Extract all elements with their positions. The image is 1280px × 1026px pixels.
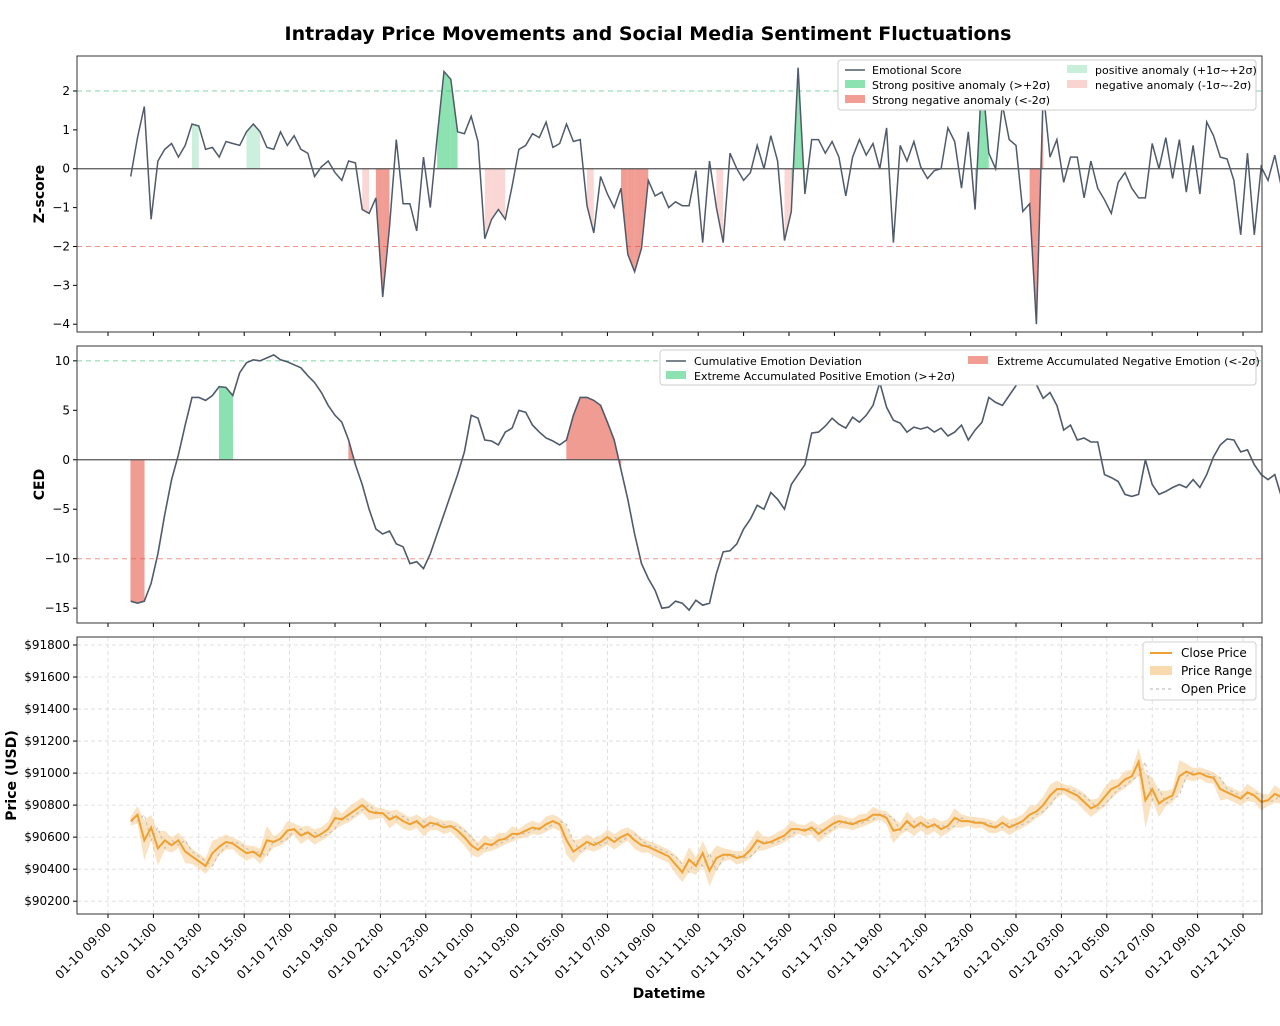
cumulative-deviation-panel: −15 −10 −5 0 5 10 CED Cumulative Emotion Deviat…: [32, 345, 1280, 627]
close-price-line: [130, 758, 1280, 875]
y-tick-label: $91800: [24, 638, 70, 652]
y-tick-label: 0: [62, 453, 70, 467]
legend-box: [837, 59, 1257, 111]
y-tick-label: −2: [52, 239, 70, 253]
positive-anomaly-fill: [191, 124, 199, 169]
y-tick-label: −5: [52, 502, 70, 516]
plot-area: [77, 346, 1262, 623]
y-tick-label: 10: [55, 354, 70, 368]
legend-swatch: [1067, 65, 1087, 73]
y-tick-label: $91600: [24, 670, 70, 684]
y-axis-label: Z-score: [32, 165, 48, 223]
negative-anomaly-fill: [716, 168, 724, 243]
plot-frame: [76, 345, 1263, 624]
strong-negative-anomaly-fill: [634, 168, 642, 272]
positive-anomaly-fill: [253, 124, 261, 169]
price-panel: $90200 $90400 $90600 $90800 $91000 $91200 $914…: [4, 636, 1280, 982]
negative-anomaly-fill: [491, 168, 499, 220]
legend-swatch: [968, 356, 988, 364]
emotional-score-panel: −4 −3 −2 −1 0 1 2 Z-score Emotional Score Strong …: [32, 55, 1280, 336]
y-tick-label: −15: [45, 601, 70, 615]
legend-label: Extreme Accumulated Negative Emotion (<-…: [997, 355, 1260, 368]
plot-frame: [76, 55, 1263, 333]
ced-legend: Cumulative Emotion Deviation Extreme Accu…: [659, 349, 1260, 386]
legend-label: Cumulative Emotion Deviation: [694, 355, 862, 368]
legend-swatch: [1150, 666, 1172, 675]
positive-anomaly-fill: [246, 124, 254, 169]
emotional-legend: Emotional Score Strong positive anomaly (…: [837, 59, 1257, 111]
y-tick-label: $90200: [24, 894, 70, 908]
legend-label: positive anomaly (+1σ~+2σ): [1095, 64, 1257, 77]
strong-positive-anomaly-fill: [443, 71, 451, 169]
strong-positive-anomaly-fill: [437, 71, 444, 169]
strong-negative-anomaly-fill: [382, 168, 390, 298]
legend-label: Price Range: [1181, 664, 1252, 678]
y-tick-label: 1: [62, 123, 70, 137]
y-tick-label: $90800: [24, 798, 70, 812]
legend-label: Emotional Score: [872, 64, 962, 77]
y-tick-label: 2: [62, 84, 70, 98]
legend-swatch: [845, 95, 865, 103]
extreme-negative-area: [130, 459, 145, 604]
legend-label: Close Price: [1181, 646, 1247, 660]
y-tick-label: −10: [45, 552, 70, 566]
legend-label: Strong positive anomaly (>+2σ): [872, 79, 1050, 92]
extreme-positive-area: [218, 386, 234, 461]
plot-frame: [76, 636, 1263, 915]
open-price-line: [130, 760, 1280, 874]
plot-area: [77, 637, 1262, 914]
legend-label: negative anomaly (-1σ~-2σ): [1095, 79, 1251, 92]
legend-label: Strong negative anomaly (<-2σ): [872, 94, 1050, 107]
y-tick-label: $90600: [24, 830, 70, 844]
y-tick-label: −4: [52, 317, 70, 331]
y-tick-label: −3: [52, 278, 70, 292]
y-axis-label: CED: [32, 469, 48, 500]
chart-title: Intraday Price Movements and Social Medi…: [285, 23, 1012, 45]
strong-positive-anomaly-fill: [450, 79, 458, 169]
y-tick-label: 0: [62, 162, 70, 176]
legend-swatch: [666, 371, 686, 379]
negative-anomaly-fill: [362, 168, 370, 214]
y-tick-label: $91000: [24, 766, 70, 780]
legend-label: Open Price: [1181, 682, 1246, 696]
legend-box: [659, 349, 1257, 386]
negative-anomaly-fill: [586, 168, 594, 233]
y-tick-label: 5: [62, 403, 70, 417]
legend-box: [1142, 641, 1257, 701]
y-tick-label: $90400: [24, 862, 70, 876]
negative-anomaly-fill: [498, 168, 506, 220]
ced-line: [130, 353, 1280, 612]
legend-label: Extreme Accumulated Positive Emotion (>+…: [694, 370, 955, 383]
negative-anomaly-fill: [784, 168, 792, 241]
negative-anomaly-fill: [484, 168, 492, 239]
emotional-score-line: [129, 67, 1280, 325]
y-tick-label: $91200: [24, 734, 70, 748]
strong-negative-anomaly-fill: [627, 168, 635, 272]
y-tick-label: $91400: [24, 702, 70, 716]
price-legend: Close Price Price Range Open Price: [1142, 641, 1257, 701]
y-tick-label: −1: [52, 201, 70, 215]
legend-swatch: [1067, 80, 1087, 88]
x-axis-label: Datetime: [633, 986, 706, 1002]
legend-swatch: [845, 80, 865, 88]
y-axis-label: Price (USD): [4, 730, 20, 821]
